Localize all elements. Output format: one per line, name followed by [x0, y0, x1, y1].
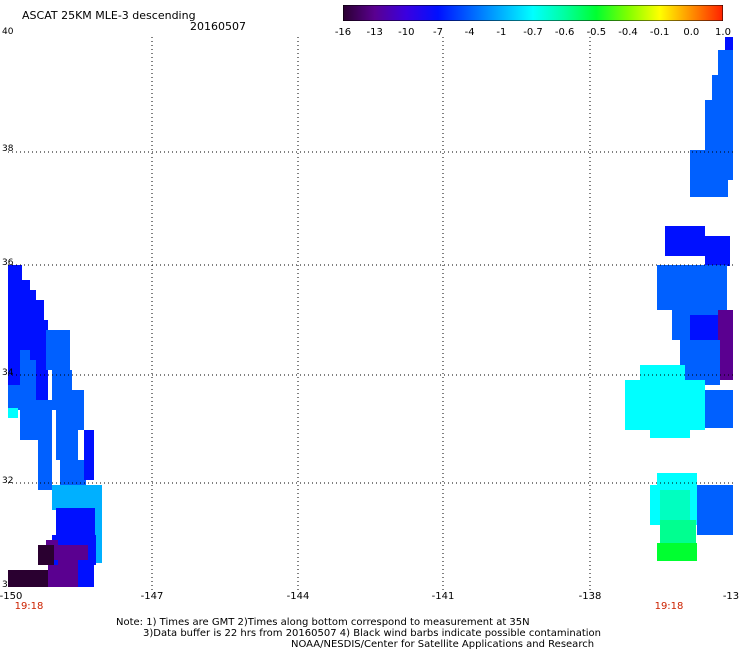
wind-cell: [22, 280, 30, 290]
colorbar-tick-label: -4: [464, 27, 475, 38]
colorbar-tick-label: -10: [398, 27, 415, 38]
wind-cell: [665, 226, 705, 256]
colorbar-gradient: [343, 5, 723, 21]
lat-label-40: 40: [2, 27, 14, 37]
wind-cell: [36, 320, 48, 400]
wind-cell: [60, 460, 86, 485]
wind-cell: [38, 545, 54, 565]
wind-cell: [38, 400, 52, 490]
note-line-1: Note: 1) Times are GMT 2)Times along bot…: [116, 617, 530, 628]
product-title: ASCAT 25KM MLE-3 descending: [22, 9, 196, 22]
wind-cell: [92, 485, 102, 510]
colorbar-tick-label: -0.1: [649, 27, 670, 38]
wind-cell: [660, 490, 690, 520]
colorbar-tick-label: -7: [433, 27, 443, 38]
lat-label-30: 3: [2, 580, 8, 590]
colorbar-tick-label: -1: [496, 27, 507, 38]
colorbar-tick-label: -13: [366, 27, 383, 38]
lon-label-135: -13: [722, 591, 740, 602]
lat-label-34: 34: [2, 368, 14, 378]
wind-cell: [46, 330, 70, 370]
wind-cell: [650, 425, 690, 438]
wind-cell: [8, 408, 18, 418]
wind-cell: [52, 485, 92, 510]
wind-cell: [52, 370, 72, 410]
wind-cell: [8, 570, 48, 587]
note-line-3: NOAA/NESDIS/Center for Satellite Applica…: [291, 639, 595, 650]
colorbar-tick-label: -0.6: [554, 27, 575, 38]
lon-label-138: -138: [578, 591, 602, 602]
wind-cell: [657, 543, 697, 561]
colorbar-tick-label: -16: [334, 27, 352, 38]
wind-cell: [8, 385, 20, 410]
wind-cell: [84, 430, 94, 480]
wind-cell: [95, 508, 102, 563]
lon-label-144: -144: [286, 591, 310, 602]
wind-cell: [720, 485, 733, 535]
colorbar-tick-label: -0.5: [586, 27, 607, 38]
wind-cell: [78, 560, 94, 587]
colorbar-tick-label: -0.4: [618, 27, 638, 38]
colorbar: [343, 5, 723, 21]
wind-cell: [690, 150, 728, 197]
wind-cell: [705, 236, 730, 266]
pass-time-left: 19:18: [14, 601, 44, 612]
lat-label-38: 38: [2, 144, 14, 154]
wind-cell: [680, 340, 720, 385]
lat-label-32: 32: [2, 476, 14, 486]
lat-label-36: 36: [2, 258, 14, 268]
colorbar-tick-label: 0.0: [683, 27, 700, 38]
wind-cell: [72, 390, 84, 430]
lon-label-141: -141: [431, 591, 455, 602]
wind-cell: [8, 265, 22, 320]
product-date: 20160507: [190, 20, 246, 33]
map-grid: [8, 37, 733, 590]
wind-cell: [718, 310, 733, 380]
colorbar-tick-label: -0.7: [523, 27, 543, 38]
wind-cell: [20, 350, 38, 440]
wind-swath-cells: [8, 37, 733, 587]
wind-cell: [56, 508, 98, 538]
wind-cell: [657, 473, 697, 488]
wind-cell: [48, 565, 78, 587]
pass-time-right: 19:18: [654, 601, 684, 612]
wind-cell: [8, 320, 22, 385]
lon-label-150: -150: [0, 591, 23, 602]
note-line-2: 3)Data buffer is 22 hrs from 20160507 4)…: [143, 628, 601, 639]
wind-cell: [660, 520, 696, 545]
lon-label-147: -147: [140, 591, 164, 602]
colorbar-tick-label: 1.0: [715, 27, 731, 38]
wind-cell: [625, 380, 705, 430]
wind-cell: [705, 390, 733, 428]
